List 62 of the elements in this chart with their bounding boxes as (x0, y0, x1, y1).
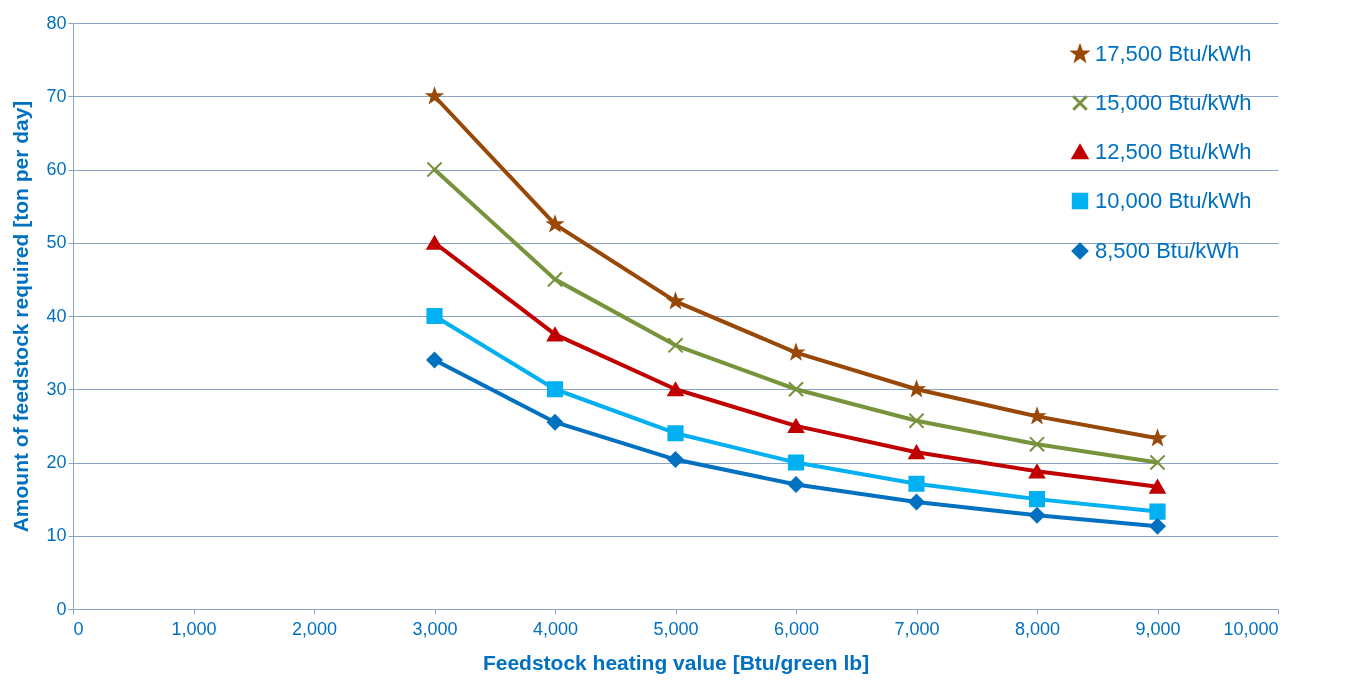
point (1028, 507, 1046, 524)
x-tick-label: 3,000 (412, 618, 458, 639)
legend-label: 10,000 Btu/kWh (1095, 188, 1252, 213)
point (787, 418, 805, 433)
point (426, 88, 443, 103)
point (1149, 454, 1166, 471)
point (787, 381, 805, 398)
point (1028, 436, 1046, 453)
point (1149, 430, 1166, 446)
legend-label: 17,500 Btu/kWh (1095, 41, 1252, 66)
y-tick-label: 30 (46, 378, 67, 399)
point (426, 161, 443, 178)
legend-label: 8,500 Btu/kWh (1095, 238, 1240, 263)
point (787, 476, 805, 493)
point (1149, 518, 1166, 535)
point (426, 307, 443, 325)
x-tick-label: 1,000 (171, 618, 217, 639)
x-axis-title: Feedstock heating value [Btu/green lb] (482, 650, 870, 674)
x-tick-label: 10,000 (1223, 618, 1279, 639)
x-tick-label: 6,000 (773, 618, 820, 639)
point (1028, 491, 1046, 508)
x-tick-label: 5,000 (653, 618, 699, 639)
x-tick-label: 7,000 (894, 618, 940, 639)
point (1149, 503, 1166, 520)
point (546, 414, 564, 431)
y-tick-label: 20 (46, 452, 67, 472)
point (908, 381, 925, 396)
point (667, 293, 684, 309)
point (426, 235, 443, 250)
point (908, 493, 925, 511)
point (667, 451, 684, 468)
point (546, 327, 564, 342)
point (667, 425, 684, 442)
point (908, 412, 925, 429)
point (667, 337, 684, 354)
point (546, 271, 564, 288)
y-tick-label: 40 (46, 305, 67, 326)
x-tick-label: 8,000 (1014, 618, 1061, 639)
point (1028, 464, 1046, 479)
y-tick-label: 50 (46, 232, 67, 253)
point (787, 454, 805, 471)
x-tick-label: 2,000 (291, 618, 338, 639)
point (426, 351, 443, 369)
point (547, 216, 563, 232)
x-tick-label: 0 (73, 618, 84, 639)
point (908, 445, 925, 460)
y-axis-title: Amount of feedstock required [ton per day] (9, 100, 33, 533)
x-tick-label: 4,000 (532, 618, 579, 639)
legend-label: 12,500 Btu/kWh (1095, 139, 1252, 164)
x-tick-label: 9,000 (1135, 618, 1181, 639)
point (788, 342, 806, 361)
y-tick-label: 0 (56, 598, 67, 619)
legend-label: 15,000 Btu/kWh (1095, 90, 1252, 115)
point (1149, 479, 1166, 494)
point (908, 475, 925, 492)
y-tick-label: 10 (46, 525, 67, 546)
point (667, 382, 684, 397)
y-tick-label: 80 (46, 12, 67, 33)
y-tick-label: 60 (46, 159, 67, 179)
y-tick-label: 70 (46, 85, 67, 106)
point (546, 381, 564, 398)
point (1029, 408, 1045, 424)
